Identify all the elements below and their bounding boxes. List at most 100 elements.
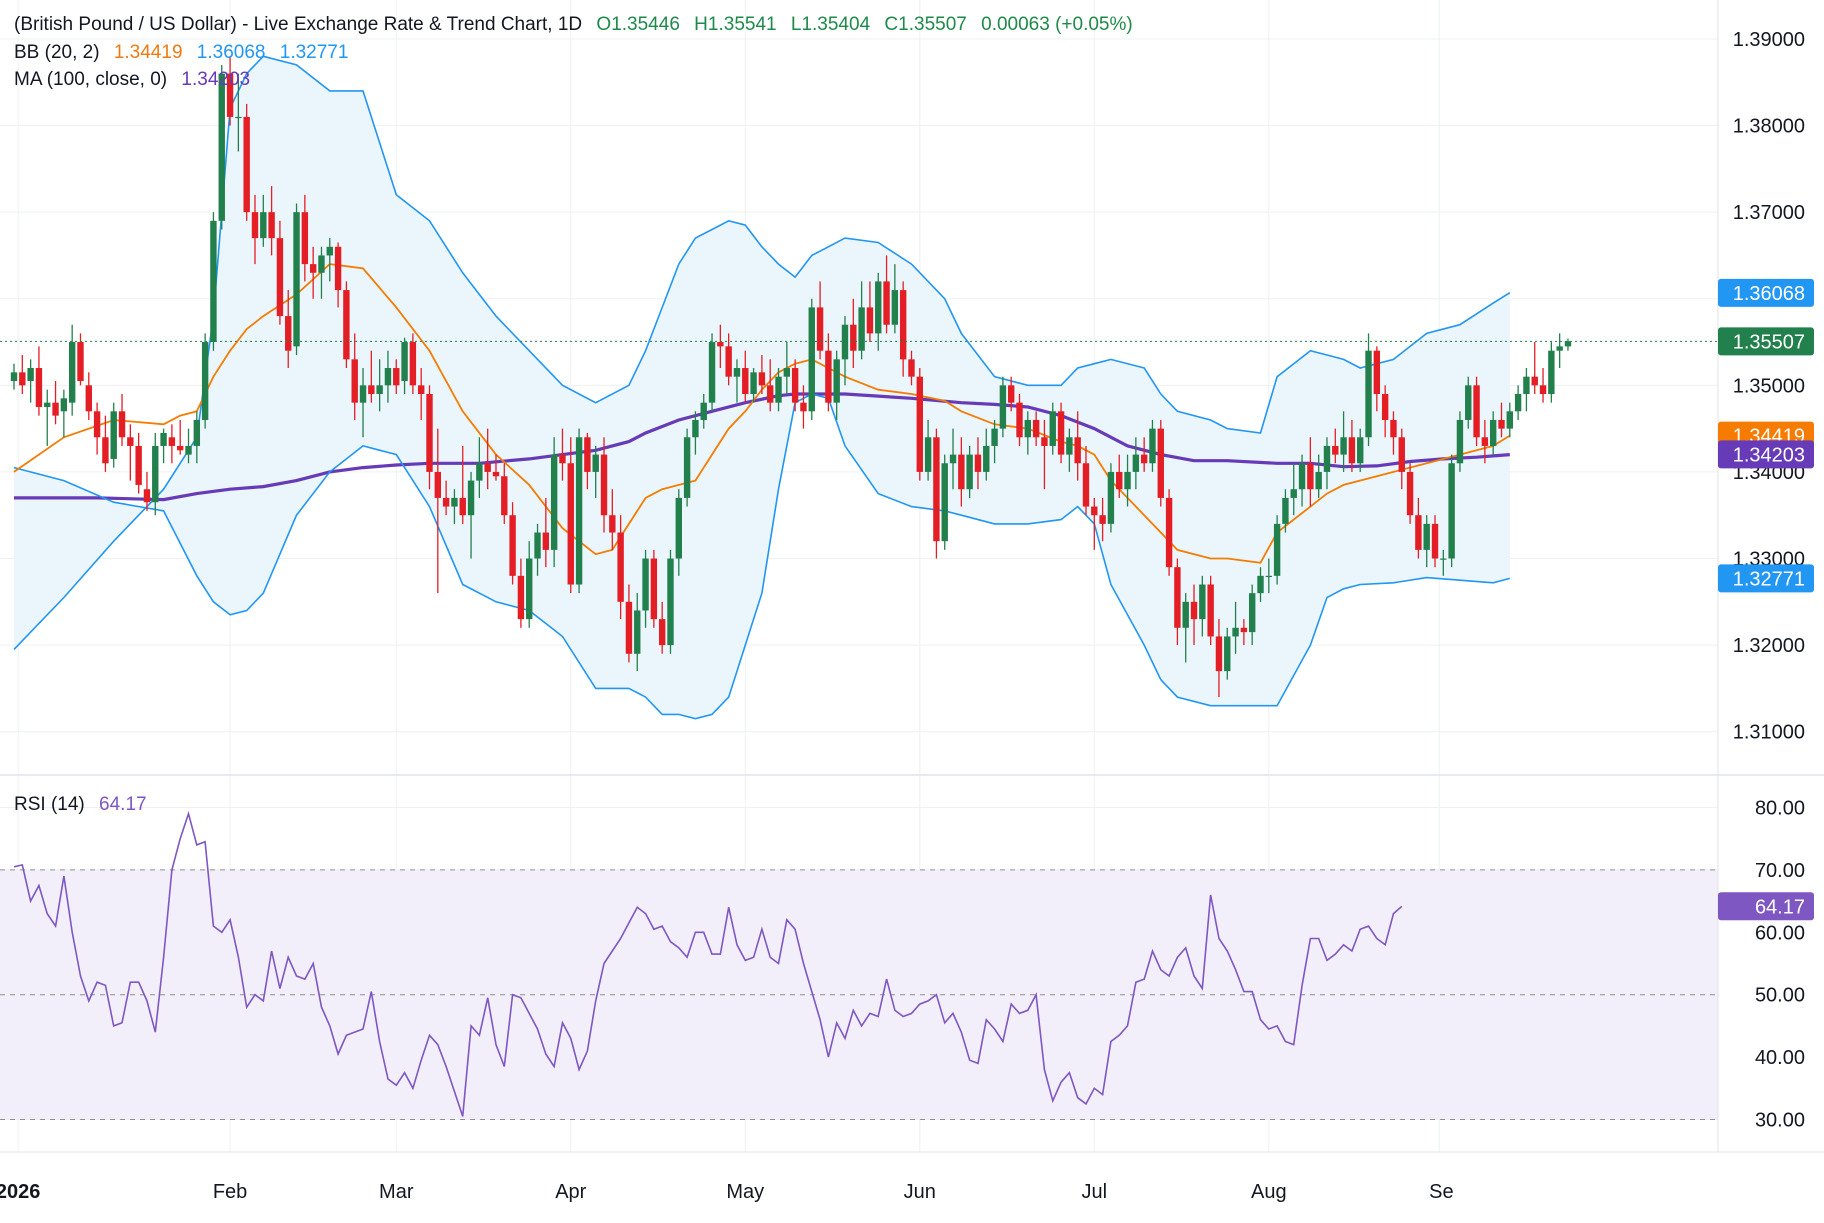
rsi-tick-label: 50.00 xyxy=(1755,985,1805,1007)
candle-body xyxy=(1539,385,1547,394)
candle-body xyxy=(1498,419,1505,429)
bb-upper-line xyxy=(13,55,1511,650)
candle-body xyxy=(1232,627,1239,637)
candle xyxy=(1066,428,1073,472)
candle xyxy=(19,355,26,394)
price-tick-label: 1.31000 xyxy=(1733,722,1805,744)
candle xyxy=(1057,402,1065,464)
candle xyxy=(492,454,500,481)
candle-body xyxy=(334,246,342,291)
candle xyxy=(1440,549,1447,576)
low-label: L xyxy=(790,14,802,35)
candle xyxy=(218,64,225,230)
candle-body xyxy=(434,471,442,498)
candle xyxy=(243,103,250,221)
candle xyxy=(974,437,982,490)
candle-body xyxy=(1008,385,1015,403)
candle-body xyxy=(1016,402,1023,438)
candle-body xyxy=(1248,593,1256,633)
candle-body xyxy=(1440,558,1447,560)
candle xyxy=(1174,558,1181,646)
candle-body xyxy=(442,497,450,507)
bb-lower-value: 1.32771 xyxy=(279,42,349,63)
candle xyxy=(966,445,973,498)
close-value: 1.35507 xyxy=(898,14,967,35)
candle xyxy=(883,255,890,334)
bb-label[interactable]: BB (20, 2) xyxy=(14,42,100,63)
candle xyxy=(44,389,51,446)
time-tick-label: Mar xyxy=(379,1181,414,1203)
candle xyxy=(609,489,616,550)
candle xyxy=(251,194,259,265)
candle xyxy=(833,350,840,420)
candle-body xyxy=(1348,437,1356,464)
candle xyxy=(484,428,491,490)
time-tick-label: 2026 xyxy=(0,1181,40,1203)
candle-body xyxy=(609,515,616,533)
candle xyxy=(991,419,998,464)
rsi-label[interactable]: RSI (14) xyxy=(14,794,85,815)
candle-body xyxy=(1190,601,1198,620)
bollinger-legend: BB (20, 2) 1.34419 1.36068 1.32771 xyxy=(14,42,357,64)
candle-body xyxy=(1282,497,1289,524)
candle-body xyxy=(634,610,641,654)
candle xyxy=(376,359,383,412)
candle-body xyxy=(376,385,383,394)
candle-body xyxy=(841,324,849,360)
candle-body xyxy=(1556,346,1563,351)
candle xyxy=(667,549,674,654)
candle-body xyxy=(393,368,400,386)
candle-body xyxy=(758,372,766,386)
candle xyxy=(1257,567,1264,602)
candle-body xyxy=(1290,489,1297,498)
candle-body xyxy=(168,437,176,446)
candle-body xyxy=(1124,471,1131,490)
change-value: 0.00063 (+0.05%) xyxy=(981,14,1133,35)
candle xyxy=(359,368,367,438)
candle xyxy=(675,489,682,576)
candle-body xyxy=(833,359,840,403)
candle-body xyxy=(326,246,333,256)
candle xyxy=(692,411,699,455)
ma-label[interactable]: MA (100, close, 0) xyxy=(14,69,168,90)
candle xyxy=(1548,342,1555,403)
candle xyxy=(1124,454,1131,507)
candle-body xyxy=(658,619,666,646)
candle xyxy=(1398,428,1405,490)
candle xyxy=(941,454,948,550)
candle-body xyxy=(584,437,591,472)
candle-body xyxy=(210,220,217,343)
candle-body xyxy=(177,445,184,451)
candle-body xyxy=(1514,393,1522,412)
candle-body xyxy=(966,454,973,490)
candle xyxy=(650,549,658,628)
candle-body xyxy=(750,372,757,394)
candle-body xyxy=(10,372,18,382)
candle-body xyxy=(916,376,923,472)
candle-body xyxy=(1307,463,1314,490)
candle-body xyxy=(1082,463,1090,507)
candle xyxy=(285,290,292,369)
candle xyxy=(160,428,167,464)
candle xyxy=(1506,402,1513,438)
candle xyxy=(742,350,749,403)
candle-body xyxy=(417,385,425,394)
candle xyxy=(1140,437,1148,472)
candle-body xyxy=(1298,463,1306,490)
price-tick-label: 1.38000 xyxy=(1733,116,1805,138)
price-tag: 1.36068 xyxy=(1718,278,1814,307)
chart-title[interactable]: (British Pound / US Dollar) - Live Excha… xyxy=(14,14,583,35)
candle-body xyxy=(1448,463,1455,559)
rsi-tick-label: 40.00 xyxy=(1755,1047,1805,1069)
candle-body xyxy=(1140,454,1148,464)
candle-body xyxy=(251,212,259,239)
time-tick-label: Se xyxy=(1429,1181,1453,1203)
rsi-series xyxy=(13,810,1403,1117)
candle-body xyxy=(143,489,151,503)
candle xyxy=(841,316,849,386)
candle xyxy=(1049,402,1056,455)
candle-body xyxy=(1523,376,1530,394)
close-label: C xyxy=(884,14,899,35)
candle-body xyxy=(1406,471,1414,516)
